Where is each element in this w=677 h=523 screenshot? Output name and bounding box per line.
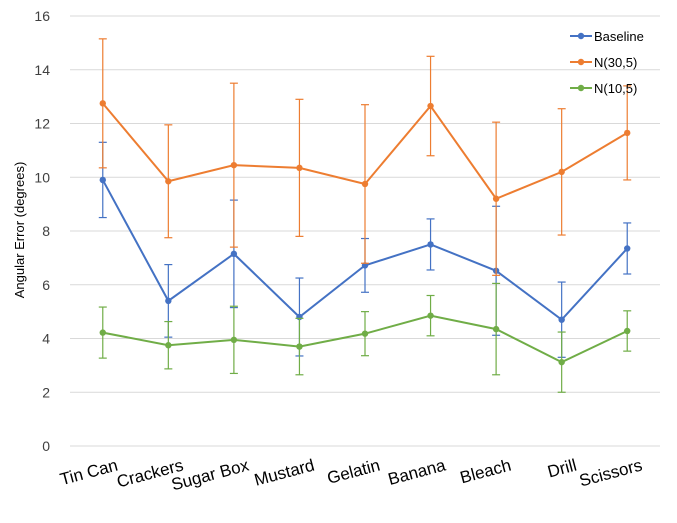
legend-marker (577, 32, 585, 40)
x-tick-label: Banana (386, 455, 448, 489)
y-tick-label: 10 (34, 169, 50, 185)
data-point (624, 327, 631, 335)
data-point (165, 297, 172, 305)
y-tick-label: 14 (34, 62, 50, 78)
y-tick-label: 16 (34, 8, 50, 24)
legend-entry-2: N(10,5) (570, 81, 637, 96)
data-point (624, 245, 631, 252)
data-point (296, 164, 303, 172)
x-tick-label: Gelatin (325, 456, 382, 488)
x-tick-label: Bleach (458, 456, 513, 488)
legend-label: N(30,5) (594, 55, 637, 70)
x-tick-label: Scissors (577, 456, 644, 491)
data-point (492, 195, 500, 202)
y-tick-label: 12 (34, 116, 50, 132)
legend-marker (577, 58, 585, 66)
legend: Baseline N(30,5) N(10,5) (570, 29, 644, 96)
y-tick-label: 2 (42, 384, 50, 400)
plot-area (98, 38, 632, 393)
series-2 (98, 282, 632, 393)
y-axis-ticks: 0 2 4 6 8 10 12 14 16 (34, 8, 50, 454)
y-tick-label: 4 (42, 331, 50, 347)
legend-marker (577, 84, 585, 92)
legend-entry-1: N(30,5) (570, 55, 637, 70)
legend-label: Baseline (594, 29, 644, 44)
data-point (99, 176, 106, 184)
data-point (165, 178, 172, 185)
y-tick-label: 6 (42, 277, 50, 293)
x-tick-label: Mustard (252, 456, 316, 490)
data-point (558, 358, 565, 366)
data-point (230, 336, 238, 344)
data-point (427, 312, 434, 319)
data-point (427, 102, 434, 110)
y-axis-title: Angular Error (degrees) (12, 162, 27, 299)
data-point (230, 250, 238, 258)
x-tick-label: Drill (546, 456, 579, 482)
data-point (492, 325, 500, 333)
data-point (558, 316, 565, 323)
y-tick-label: 0 (42, 438, 50, 454)
series-1 (98, 38, 632, 276)
data-point (361, 330, 369, 337)
data-point (624, 129, 631, 137)
data-point (558, 168, 565, 176)
data-point (361, 180, 369, 188)
data-point (99, 100, 106, 107)
legend-label: N(10,5) (594, 81, 637, 96)
data-point (165, 342, 172, 349)
x-tick-label: Tin Can (58, 456, 120, 490)
data-point (296, 343, 303, 350)
data-point (427, 241, 434, 248)
data-point (230, 161, 238, 169)
y-tick-label: 8 (42, 223, 50, 239)
data-point (99, 329, 106, 336)
legend-entry-0: Baseline (570, 29, 644, 44)
